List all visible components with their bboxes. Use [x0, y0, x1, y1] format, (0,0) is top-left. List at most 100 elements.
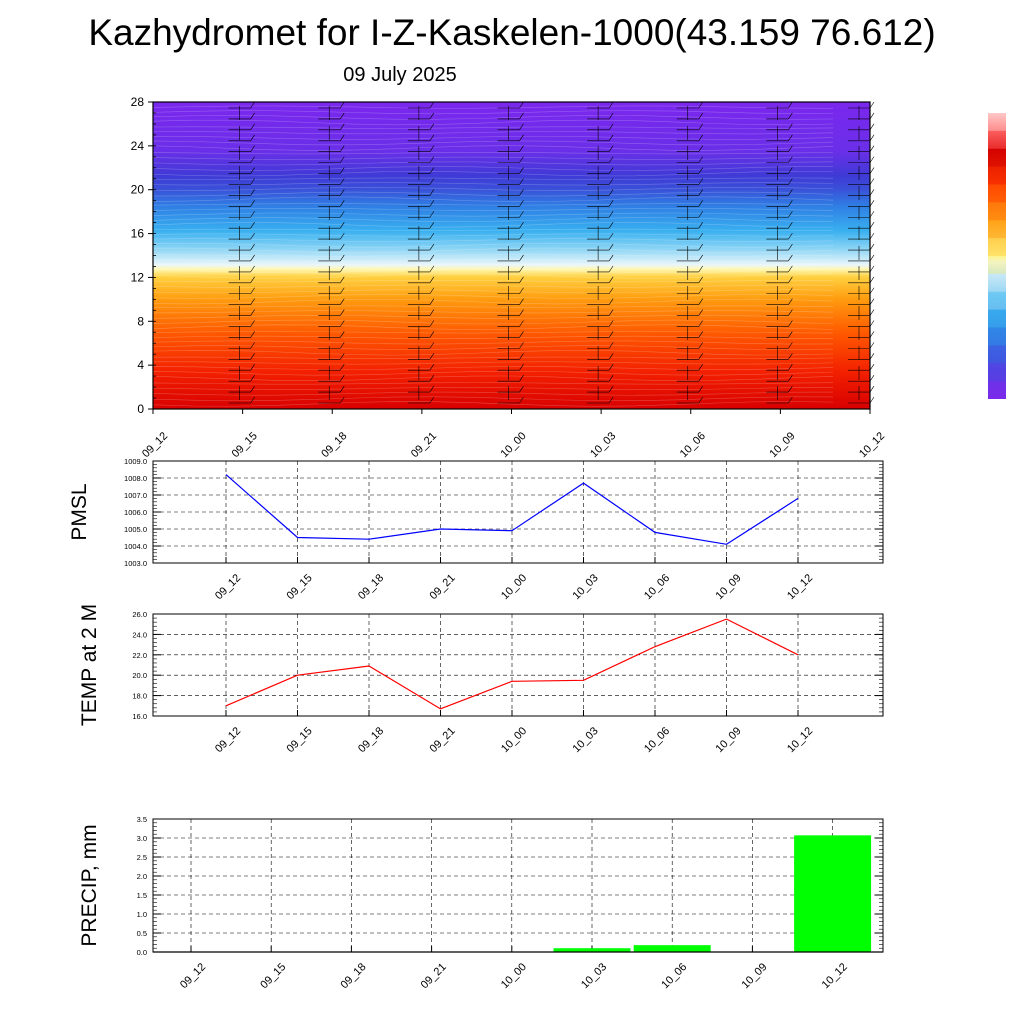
wind-barb-flag — [608, 222, 614, 229]
wind-barb-flag — [698, 167, 703, 174]
wind-barb-flag — [519, 374, 524, 382]
heatmap-y-tick-label: 24 — [131, 139, 145, 153]
wind-barb-flag — [608, 265, 614, 273]
wind-barb-flag — [429, 211, 435, 218]
wind-barb-flag — [340, 167, 345, 174]
wind-barb-flag — [869, 145, 875, 152]
pmsl-x-tick-label: 10_06 — [642, 572, 672, 602]
wind-barb-flag — [250, 101, 255, 109]
wind-barb-flag — [788, 167, 793, 174]
wind-barb-flag — [250, 243, 255, 251]
wind-barb-flag — [250, 254, 255, 262]
wind-barb-flag — [519, 123, 524, 131]
wind-barb-flag — [788, 364, 793, 371]
contour-line — [152, 298, 834, 305]
pmsl-x-tick-label: 09_15 — [285, 572, 315, 602]
wind-barb-flag — [608, 178, 614, 185]
wind-barb-flag — [519, 134, 524, 141]
precip-y-tick-label: 2.5 — [137, 853, 147, 862]
wind-barb-column — [766, 101, 793, 405]
contour-line — [152, 177, 834, 180]
wind-barb-flag — [788, 265, 793, 273]
wind-barb-flag — [788, 123, 793, 131]
precip-x-tick-label: 10_00 — [499, 961, 529, 991]
heatmap-y-tick-label: 4 — [137, 358, 144, 372]
wind-barb-flag — [250, 112, 255, 120]
wind-barb-flag — [869, 232, 875, 240]
pmsl-x-tick-label: 10_09 — [714, 572, 744, 602]
colorbar-swatch — [988, 273, 1006, 292]
wind-barb-flag — [519, 189, 524, 196]
wind-barb-flag — [869, 342, 875, 349]
temp-y-tick-label: 18.0 — [132, 692, 147, 701]
wind-barb-flag — [519, 167, 524, 174]
contour-line — [152, 247, 834, 254]
heatmap-y-tick-label: 28 — [131, 95, 145, 109]
contour-line — [152, 161, 834, 166]
wind-barb-flag — [788, 232, 793, 240]
contour-line — [152, 242, 834, 248]
temp-x-tick-label: 10_06 — [642, 725, 672, 755]
wind-barb-flag — [698, 200, 703, 207]
colorbar-swatch — [988, 327, 1006, 346]
precip-x-tick-label: 10_06 — [659, 961, 689, 991]
temp-y-tick-label: 26.0 — [132, 610, 147, 619]
wind-barb-flag — [340, 287, 345, 294]
wind-barb-flag — [698, 243, 703, 251]
heatmap-y-tick-label: 16 — [131, 227, 145, 241]
precip-x-tick-label: 10_12 — [820, 961, 850, 991]
wind-barb-flag — [698, 211, 703, 218]
chart-title: Kazhydromet for I-Z-Kaskelen-1000(43.159… — [88, 12, 936, 53]
wind-barb-flag — [698, 145, 703, 152]
wind-barb-flag — [788, 156, 793, 163]
wind-barb-flag — [788, 385, 793, 393]
contour-line — [152, 289, 834, 294]
contour-line — [152, 212, 834, 217]
wind-barb-flag — [250, 211, 255, 218]
wind-barb-flag — [608, 200, 614, 207]
contour-line — [152, 140, 834, 146]
wind-barb-flag — [429, 123, 435, 131]
contour-line — [152, 345, 834, 350]
wind-barb-flag — [869, 200, 875, 207]
precip-bar — [553, 948, 631, 952]
wind-barb-flag — [250, 385, 255, 393]
wind-barb-flag — [340, 342, 345, 349]
wind-barb-flag — [608, 232, 614, 240]
contour-line — [152, 115, 834, 120]
temp-x-tick-label: 09_15 — [285, 725, 315, 755]
wind-barb-flag — [608, 156, 614, 163]
contour-line — [152, 191, 834, 197]
wind-barb-flag — [429, 298, 435, 305]
wind-barb-flag — [788, 178, 793, 185]
contour-line — [152, 126, 834, 129]
temp-y-tick-label: 20.0 — [132, 671, 147, 680]
pmsl-y-axis-title: PMSL — [68, 483, 91, 540]
contour-line — [152, 391, 834, 396]
contour-line — [152, 119, 834, 126]
colorbar-swatch — [988, 148, 1006, 167]
wind-barb-flag — [519, 396, 524, 404]
pmsl-y-tick-label: 1009.0 — [124, 457, 147, 466]
precip-y-tick-label: 0.0 — [137, 948, 147, 957]
wind-barb-flag — [698, 320, 703, 327]
contour-line — [152, 105, 834, 109]
heatmap-x-tick-label: 09_15 — [230, 430, 260, 460]
contour-line — [152, 135, 834, 140]
wind-barb-flag — [340, 265, 345, 273]
contour-line — [152, 110, 834, 115]
wind-barb-flag — [429, 134, 435, 141]
wind-barb-flag — [869, 265, 875, 273]
wind-barb-flag — [698, 123, 703, 131]
wind-barb-flag — [250, 232, 255, 240]
wind-barb-flag — [340, 222, 345, 229]
wind-barb-flag — [608, 396, 614, 404]
contour-line — [152, 335, 834, 339]
wind-barb-flag — [340, 178, 345, 185]
colorbar-swatch — [988, 130, 1006, 149]
wind-barb-flag — [429, 189, 435, 196]
wind-barb-flag — [429, 265, 435, 273]
contour-line — [152, 331, 834, 334]
wind-barb-flag — [608, 374, 614, 382]
wind-barb-flag — [250, 189, 255, 196]
